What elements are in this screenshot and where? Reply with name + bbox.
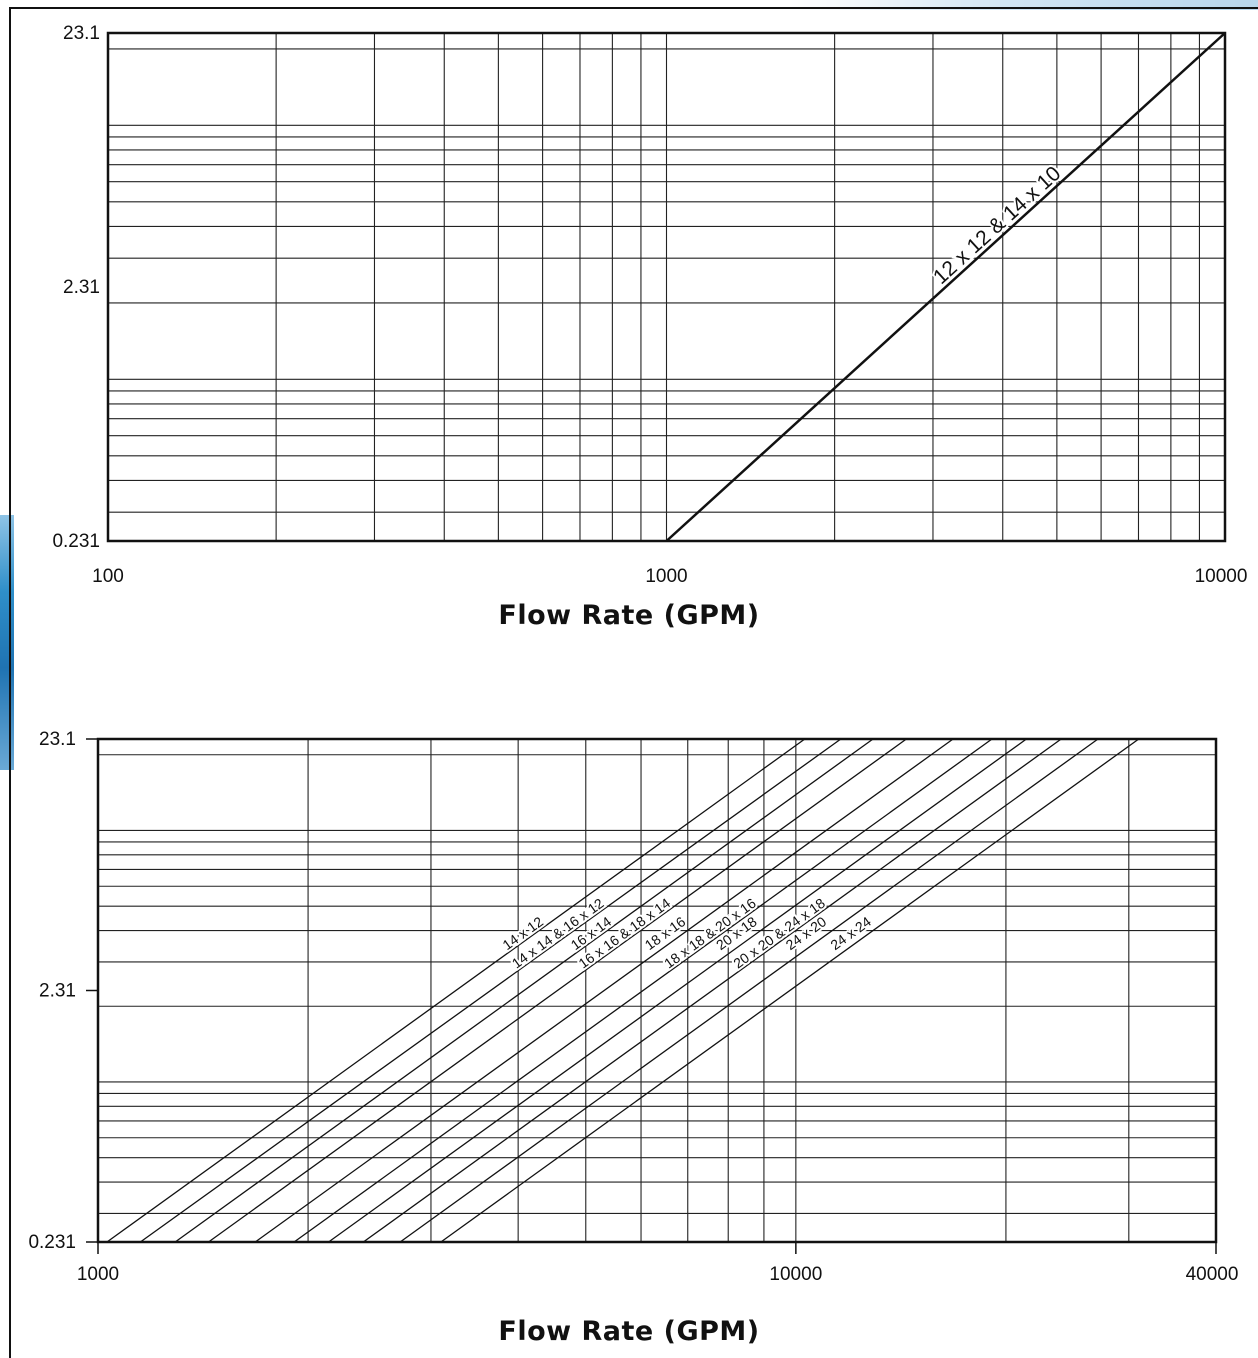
chart1-x-tick-label-2: 10000: [1195, 566, 1248, 587]
chart2-series-line-2: [174, 738, 874, 1243]
chart2-series-line-7: [362, 738, 1062, 1243]
page-frame: [9, 7, 1258, 1358]
chart1-series-label-0: 12 x 12 & 14 x 10: [929, 162, 1065, 289]
header-decoration: [790, 0, 1258, 10]
chart2-series-line-6: [328, 738, 1027, 1243]
chart1-y-tick-label-0: 0.231: [52, 531, 100, 552]
chart2-y-tick-label-0: 0.231: [28, 1232, 76, 1253]
chart2-y-tick-label-1: 2.31: [39, 981, 76, 1002]
chart-bottom-x-axis-title: Flow Rate (GPM): [498, 1316, 760, 1347]
chart2-series-line-5: [293, 738, 993, 1243]
chart2-series-line-3: [208, 738, 907, 1243]
chart2-series-line-9: [440, 738, 1140, 1243]
chart2-x-tick-label-0: 1000: [77, 1264, 119, 1285]
chart2-series-line-1: [139, 738, 842, 1243]
chart1-y-tick-label-1: 2.31: [63, 277, 100, 298]
chart1-x-tick-label-0: 100: [92, 566, 124, 587]
chart2-x-tick-label-1: 10000: [769, 1264, 822, 1285]
chart1-y-tick-label-2: 23.1: [63, 23, 100, 44]
chart2-x-tick-label-2: 40000: [1186, 1264, 1239, 1285]
chart2-y-tick-label-2: 23.1: [39, 729, 76, 750]
chart-top-x-axis-title: Flow Rate (GPM): [498, 600, 760, 631]
chart2-series-line-8: [399, 738, 1099, 1243]
chart2-series-line-0: [106, 738, 806, 1243]
chart1-series-line-0: [665, 32, 1226, 542]
chart1-x-tick-label-1: 1000: [645, 566, 687, 587]
chart2-plot-border: [96, 737, 1218, 1244]
chart2-series-line-4: [254, 738, 954, 1243]
